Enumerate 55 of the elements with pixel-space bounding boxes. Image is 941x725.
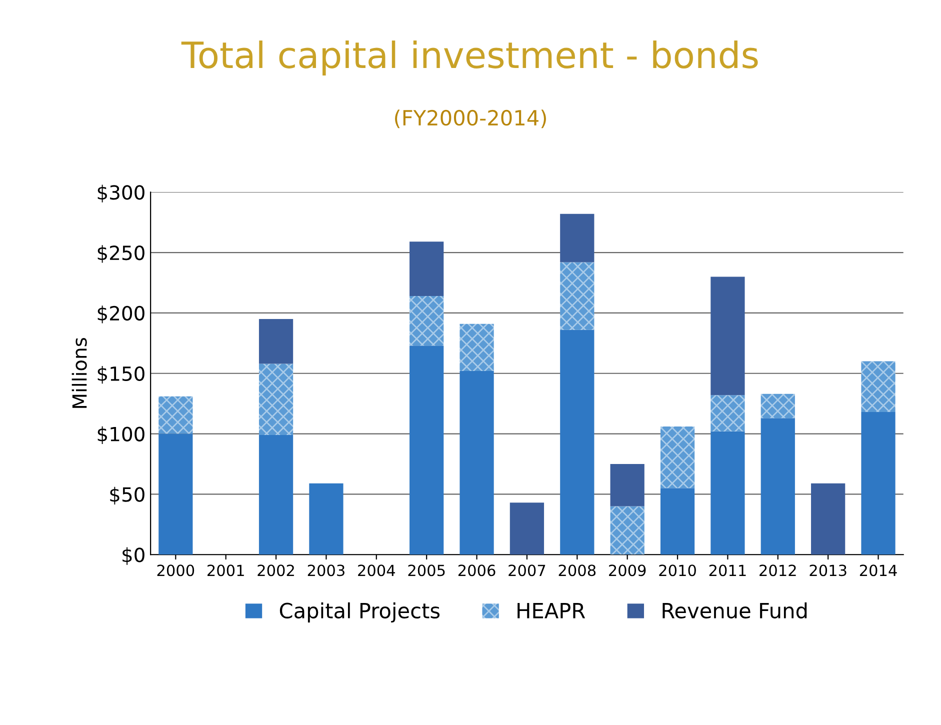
bar [560, 262, 594, 330]
bar [158, 396, 193, 434]
chart-title: Total capital investment - bonds [181, 40, 758, 76]
y-tick-label: $0 [122, 547, 144, 565]
x-tick-label: 2002 [258, 564, 294, 576]
bar [258, 435, 294, 555]
bar [610, 506, 644, 555]
bar [258, 364, 294, 435]
x-tick-label: 2005 [408, 564, 445, 576]
y-tick-label: $200 [98, 306, 144, 324]
bar [861, 361, 896, 412]
bar [710, 431, 745, 555]
y-tick-label: $300 [98, 184, 144, 202]
bar [460, 324, 494, 371]
bar [410, 296, 444, 346]
bar [760, 418, 795, 555]
bar [410, 242, 444, 296]
y-axis-title: Millions [72, 338, 87, 408]
bar [760, 394, 795, 418]
y-tick-label: $150 [98, 366, 144, 384]
x-tick-label: 2000 [157, 564, 194, 576]
bar [660, 426, 695, 488]
bar [861, 412, 896, 555]
bar [410, 346, 444, 555]
bar [610, 464, 644, 506]
x-tick-label: 2006 [458, 564, 496, 576]
x-tick-label: 2009 [609, 564, 646, 576]
legend-label: Capital Projects [280, 602, 440, 623]
bar [560, 214, 594, 262]
legend-label: Revenue Fund [662, 602, 807, 618]
x-tick-label: 2014 [860, 564, 897, 576]
x-tick-label: 2008 [558, 564, 596, 576]
x-tick-label: 2003 [308, 564, 344, 576]
x-tick-label: 2011 [709, 564, 746, 576]
x-tick-label: 2013 [810, 564, 846, 576]
bar [660, 488, 695, 555]
x-tick-label: 2007 [508, 564, 546, 576]
bar [309, 483, 344, 555]
y-tick-label: $100 [98, 426, 144, 444]
legend-label: HEAPR [518, 603, 586, 618]
bar [811, 483, 846, 555]
bar [710, 395, 745, 432]
x-tick-label: 2010 [659, 564, 696, 576]
bar [258, 319, 294, 364]
bar [560, 330, 594, 555]
bar [158, 434, 193, 555]
x-tick-label: 2004 [358, 564, 395, 576]
x-tick-label: 2001 [208, 564, 244, 576]
bar [710, 276, 745, 396]
chart-subtitle: (FY2000-2014) [395, 110, 546, 128]
y-tick-label: $250 [98, 245, 144, 263]
bar [510, 502, 544, 555]
x-tick-label: 2012 [760, 564, 796, 576]
y-tick-label: $50 [110, 486, 144, 504]
bar [460, 370, 494, 555]
